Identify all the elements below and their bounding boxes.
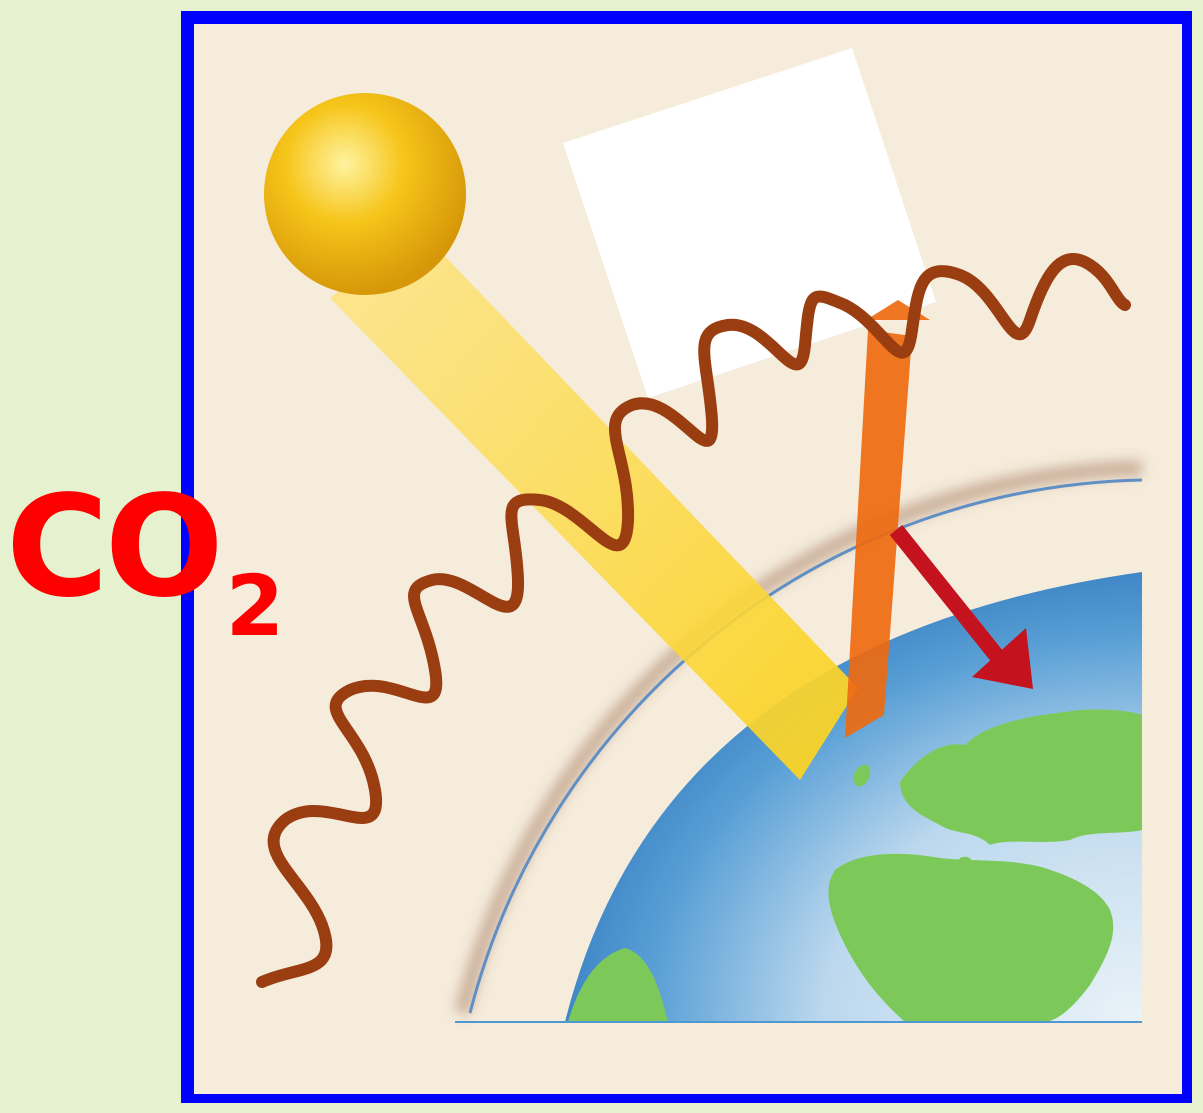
outgoing-heat-arrowhead [972, 628, 1033, 689]
land-africa [828, 853, 1114, 1022]
infrared-wave [256, 253, 1131, 988]
sun-icon [264, 93, 466, 295]
land-uk [853, 764, 871, 787]
land-mediterranean-isle [958, 856, 972, 868]
outgoing-heat-arrow [889, 525, 1007, 665]
co2-label: CO2 [6, 466, 285, 655]
reflected-beam [845, 330, 912, 738]
co2-label-subscript: 2 [225, 557, 285, 655]
sunlight-beam [330, 228, 858, 780]
land-europe [900, 709, 1142, 845]
co2-label-main: CO [6, 466, 224, 629]
land-america [568, 948, 668, 1022]
